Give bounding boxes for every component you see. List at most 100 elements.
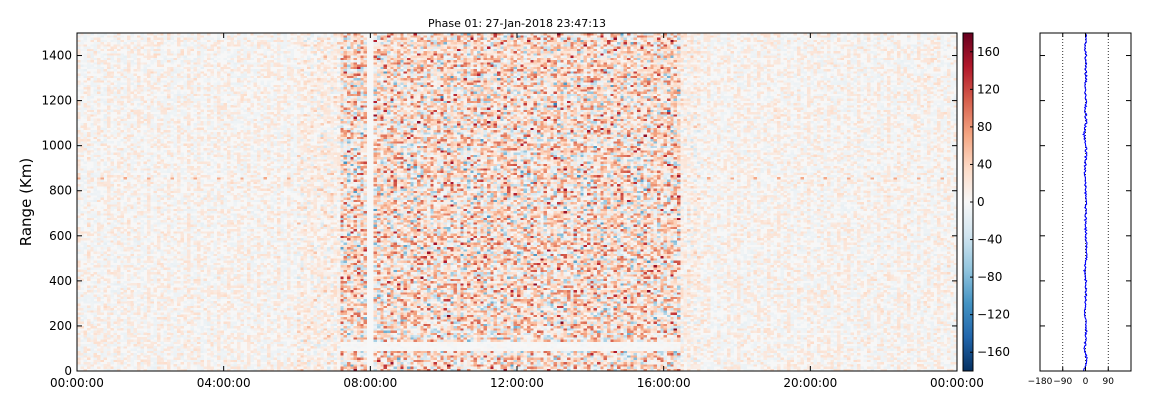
heatmap-cell	[87, 276, 91, 279]
heatmap-cell	[177, 66, 181, 70]
heatmap-cell	[123, 222, 128, 225]
heatmap-cell	[133, 206, 138, 209]
heatmap-cell	[87, 96, 91, 99]
heatmap-cell	[103, 235, 108, 239]
heatmap-cell	[167, 190, 171, 194]
heatmap-cell	[140, 366, 144, 369]
heatmap-cell	[207, 359, 211, 363]
heatmap-cell	[117, 174, 121, 178]
heatmap-cell	[83, 206, 88, 209]
heatmap-cell	[90, 343, 94, 347]
heatmap-cell	[83, 343, 88, 347]
heatmap-cell	[127, 330, 131, 333]
heatmap-cell	[83, 296, 88, 300]
heatmap-cell	[133, 217, 138, 221]
heatmap-cell	[153, 364, 158, 367]
heatmap-cell	[147, 64, 151, 67]
heatmap-cell	[197, 35, 201, 38]
heatmap-cell	[197, 231, 201, 234]
heatmap-cell	[217, 215, 221, 218]
heatmap-cell	[160, 168, 164, 171]
heatmap-cell	[153, 174, 158, 178]
heatmap-cell	[97, 283, 101, 286]
heatmap-cell	[177, 352, 181, 356]
heatmap-cell	[140, 141, 144, 144]
heatmap-cell	[127, 159, 131, 162]
heatmap-cell	[167, 260, 171, 263]
heatmap-cell	[127, 220, 131, 223]
heatmap-cell	[187, 152, 191, 155]
heatmap-cell	[207, 269, 211, 272]
heatmap-cell	[170, 165, 174, 169]
heatmap-cell	[167, 199, 171, 203]
heatmap-cell	[210, 53, 214, 56]
heatmap-cell	[117, 102, 121, 106]
heatmap-cell	[193, 80, 198, 83]
heatmap-cell	[177, 217, 181, 221]
heatmap-cell	[100, 197, 104, 200]
heatmap-cell	[203, 231, 208, 234]
heatmap-cell	[80, 251, 84, 254]
heatmap-cell	[197, 256, 201, 259]
heatmap-cell	[77, 339, 81, 342]
heatmap-cell	[167, 240, 171, 243]
heatmap-cell	[210, 267, 214, 270]
heatmap-cell	[140, 120, 144, 124]
heatmap-cell	[230, 44, 234, 47]
heatmap-cell	[210, 350, 214, 354]
heatmap-cell	[153, 163, 158, 167]
heatmap-cell	[173, 105, 178, 108]
heatmap-cell	[77, 69, 81, 72]
heatmap-cell	[197, 127, 201, 131]
heatmap-cell	[237, 44, 241, 47]
heatmap-cell	[130, 303, 134, 306]
heatmap-cell	[140, 229, 144, 232]
heatmap-cell	[157, 42, 161, 45]
heatmap-cell	[237, 35, 241, 38]
heatmap-cell	[150, 60, 154, 63]
heatmap-cell	[143, 89, 148, 92]
heatmap-cell	[97, 226, 101, 230]
heatmap-cell	[223, 82, 228, 85]
heatmap-cell	[150, 154, 154, 158]
heatmap-cell	[77, 42, 81, 45]
heatmap-cell	[203, 98, 208, 101]
heatmap-cell	[210, 312, 214, 315]
heatmap-cell	[193, 62, 198, 65]
heatmap-cell	[140, 98, 144, 101]
heatmap-cell	[193, 150, 198, 153]
heatmap-cell	[237, 283, 241, 286]
heatmap-cell	[90, 111, 94, 115]
heatmap-cell	[183, 348, 188, 351]
heatmap-cell	[227, 145, 231, 149]
heatmap-cell	[227, 294, 231, 297]
heatmap-cell	[97, 199, 101, 203]
heatmap-cell	[197, 143, 201, 146]
heatmap-cell	[117, 82, 121, 85]
heatmap-cell	[183, 301, 188, 304]
heatmap-cell	[123, 233, 128, 236]
heatmap-cell	[80, 152, 84, 155]
heatmap-cell	[163, 206, 168, 209]
heatmap-cell	[227, 71, 231, 74]
heatmap-cell	[103, 211, 108, 214]
heatmap-cell	[140, 186, 144, 189]
heatmap-cell	[107, 136, 111, 140]
heatmap-cell	[80, 226, 84, 230]
heatmap-cell	[173, 334, 178, 338]
heatmap-cell	[223, 231, 228, 234]
heatmap-cell	[117, 143, 121, 146]
heatmap-cell	[163, 98, 168, 101]
heatmap-cell	[230, 181, 234, 185]
heatmap-cell	[203, 321, 208, 324]
heatmap-cell	[237, 33, 241, 36]
heatmap-cell	[110, 109, 114, 113]
heatmap-cell	[110, 359, 114, 363]
heatmap-cell	[207, 80, 211, 83]
heatmap-cell	[237, 226, 241, 230]
heatmap-cell	[190, 179, 194, 182]
heatmap-cell	[97, 224, 101, 227]
heatmap-cell	[97, 46, 101, 49]
heatmap-cell	[93, 168, 98, 171]
heatmap-cell	[110, 224, 114, 227]
